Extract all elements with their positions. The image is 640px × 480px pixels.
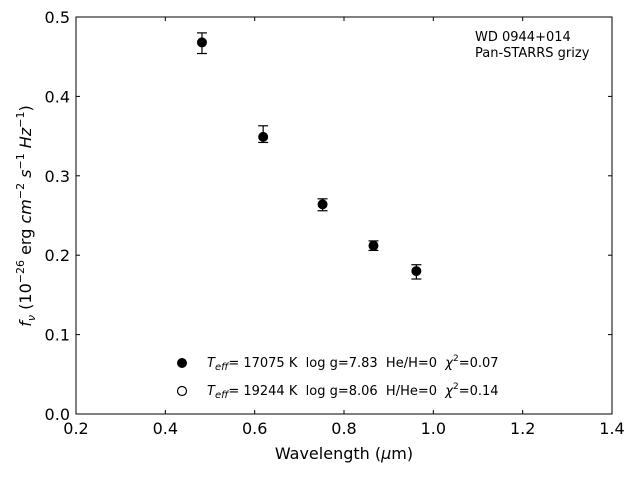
legend: Teff= 17075 K log g=7.83 He/H=0 χ2=0.07 …: [176, 354, 499, 401]
plot-frame: [75, 16, 613, 415]
legend-marker-open: [176, 385, 188, 397]
data-point: [411, 266, 422, 277]
data-point: [317, 199, 328, 210]
y-tick-label: 0.5: [45, 8, 70, 27]
y-tick-label: 0.2: [45, 246, 70, 265]
data-point: [368, 240, 379, 251]
x-axis-label: Wavelength (μm): [275, 444, 413, 463]
data-point: [258, 131, 269, 142]
x-tick-label: 1.2: [510, 419, 535, 438]
y-tick-label: 0.4: [45, 87, 70, 106]
y-tick-label: 0.3: [45, 167, 70, 186]
legend-entry-2: Teff= 19244 K log g=8.06 H/He=0 χ2=0.14: [207, 382, 499, 401]
x-tick-label: 1.0: [421, 419, 446, 438]
x-tick-label: 0.2: [63, 419, 88, 438]
annotation-object: WD 0944+014: [475, 30, 571, 45]
data-point: [196, 37, 207, 48]
legend-entry-1: Teff= 17075 K log g=7.83 He/H=0 χ2=0.07: [207, 354, 499, 373]
y-axis-label: fν (10−26 erg cm−2 s−1 Hz−1): [14, 105, 38, 326]
x-tick-label: 0.4: [153, 419, 178, 438]
data-points: [196, 32, 422, 280]
y-tick-label: 0.0: [45, 405, 70, 424]
annotation-survey: Pan-STARRS grizy: [475, 46, 590, 61]
axis-ticks: 0.2 0.4 0.6 0.8 1.0 1.2 1.4 0.0 0.1 0.2 0.3 0.4 0.5: [45, 8, 625, 438]
x-tick-label: 0.8: [331, 419, 356, 438]
x-tick-label: 0.6: [242, 419, 267, 438]
legend-marker-filled: [177, 358, 187, 368]
y-tick-label: 0.1: [45, 326, 70, 345]
x-tick-label: 1.4: [599, 419, 624, 438]
